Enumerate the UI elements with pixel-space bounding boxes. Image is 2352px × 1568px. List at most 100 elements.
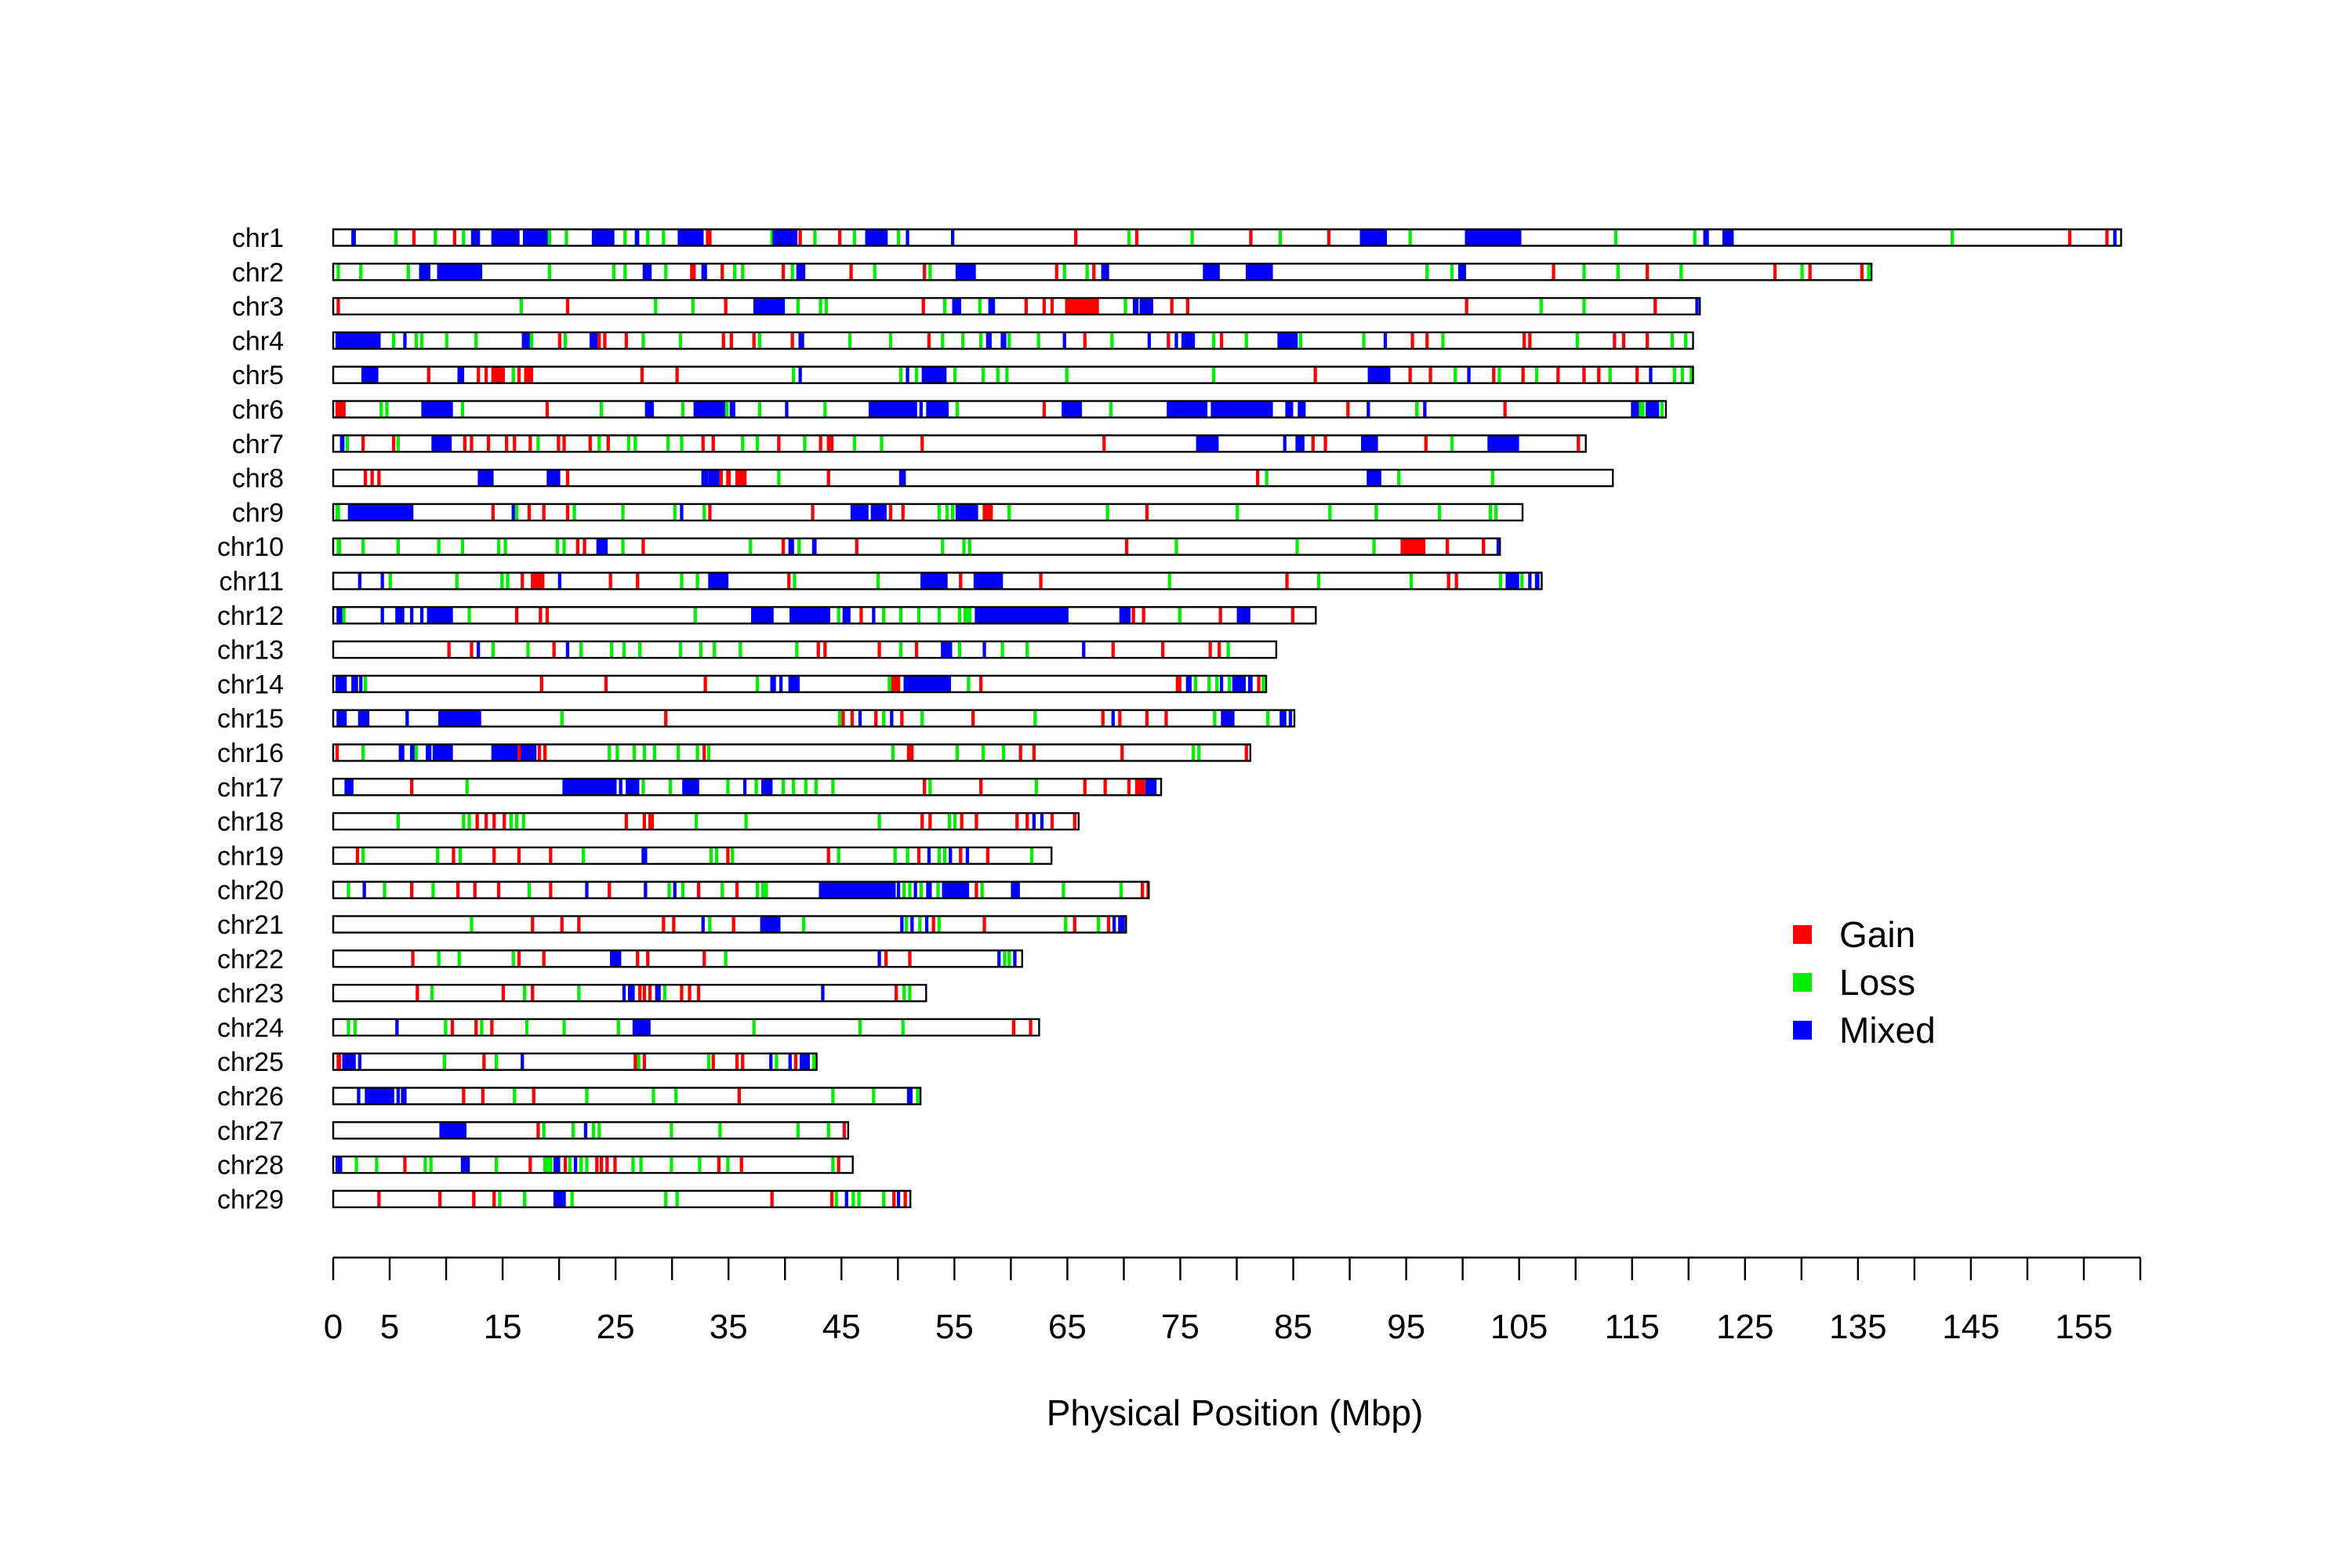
loss-segment [1454, 366, 1457, 383]
gain-segment [1083, 779, 1087, 796]
gain-segment [377, 1190, 381, 1207]
mixed-segment [1722, 229, 1734, 246]
loss-segment [662, 229, 666, 246]
mixed-segment [1359, 229, 1388, 246]
mixed-segment [1703, 229, 1709, 246]
mixed-segment [1295, 435, 1305, 452]
mixed-segment [890, 710, 894, 727]
loss-segment [957, 607, 961, 624]
loss-segment [394, 229, 398, 246]
loss-segment [920, 710, 924, 727]
loss-segment [1062, 881, 1065, 898]
mixed-segment [788, 675, 800, 692]
mixed-segment [546, 470, 561, 487]
mixed-segment [761, 779, 773, 796]
gain-segment [1256, 470, 1260, 487]
mixed-segment [1283, 435, 1287, 452]
loss-segment [851, 1190, 855, 1207]
loss-segment [670, 1122, 673, 1139]
x-tick-label: 155 [2055, 1308, 2112, 1346]
gain-segment [517, 950, 521, 967]
mixed-segment [432, 744, 453, 761]
loss-segment [674, 1087, 678, 1105]
mixed-segment [1528, 572, 1532, 590]
mixed-segment [585, 881, 589, 898]
gain-segment [721, 332, 725, 349]
loss-segment [626, 435, 630, 452]
loss-segment [848, 332, 852, 349]
loss-segment [1690, 366, 1693, 383]
x-tick-label: 35 [710, 1308, 748, 1346]
gain-segment [1425, 332, 1429, 349]
chromosome-outline [332, 778, 1163, 797]
loss-segment [336, 263, 340, 281]
loss-segment [474, 332, 478, 349]
mixed-segment [708, 572, 729, 590]
loss-segment [951, 503, 955, 521]
gain-segment [1074, 229, 1078, 246]
loss-segment [585, 1087, 589, 1105]
gain-segment [737, 1087, 741, 1105]
chromosome-label: chr23 [217, 979, 284, 1009]
loss-segment [790, 263, 794, 281]
chromosome-label: chr8 [232, 464, 284, 494]
gain-segment [562, 435, 566, 452]
loss-segment [1670, 332, 1674, 349]
loss-segment [953, 813, 957, 830]
loss-segment [597, 435, 601, 452]
loss-segment [1316, 572, 1321, 590]
mixed-segment [511, 503, 515, 521]
loss-segment [585, 1156, 589, 1174]
gain-segment [477, 366, 481, 383]
mixed-segment [410, 607, 414, 624]
loss-segment [678, 332, 683, 349]
gain-segment [1111, 641, 1115, 659]
gain-segment [1465, 298, 1468, 315]
mixed-segment [644, 401, 655, 418]
gain-segment [708, 503, 712, 521]
loss-segment [359, 263, 363, 281]
gain-segment [702, 744, 706, 761]
gain-segment [438, 1190, 442, 1207]
gain-segment [2067, 229, 2072, 246]
loss-segment [666, 435, 670, 452]
gain-segment [608, 881, 612, 898]
mixed-segment [785, 401, 789, 418]
mixed-segment [701, 916, 705, 933]
loss-segment [1244, 332, 1248, 349]
loss-segment [621, 503, 625, 521]
gain-segment [914, 641, 919, 659]
gain-segment [416, 985, 419, 1002]
mixed-segment [401, 1087, 407, 1105]
gain-segment [335, 401, 346, 418]
mixed-segment [359, 675, 363, 692]
gain-segment [1613, 332, 1617, 349]
chromosome-label: chr14 [217, 670, 284, 699]
gain-segment [1290, 607, 1294, 624]
gain-segment [1492, 366, 1496, 383]
loss-segment [1497, 366, 1501, 383]
loss-segment [363, 675, 368, 692]
gain-segment [539, 675, 543, 692]
loss-segment [560, 710, 564, 727]
mixed-segment [361, 366, 379, 383]
x-tick-label: 135 [1829, 1308, 1886, 1346]
mixed-segment [641, 847, 648, 864]
gain-segment [877, 641, 881, 659]
loss-segment [967, 607, 971, 624]
chromosome-label: chr11 [219, 567, 284, 597]
chromosome-chr21: chr21 [217, 910, 1127, 940]
gain-segment [855, 538, 858, 555]
loss-segment [462, 229, 466, 246]
mixed-segment [1196, 435, 1219, 452]
loss-segment [652, 744, 656, 761]
gain-segment [492, 847, 496, 864]
mixed-segment [419, 607, 424, 624]
loss-segment [375, 1156, 379, 1174]
gain-segment [391, 435, 396, 452]
loss-segment [396, 435, 400, 452]
loss-segment [945, 503, 949, 521]
loss-segment [916, 607, 921, 624]
mixed-segment [1210, 401, 1273, 418]
chromosome-chr3: chr3 [232, 292, 1701, 322]
